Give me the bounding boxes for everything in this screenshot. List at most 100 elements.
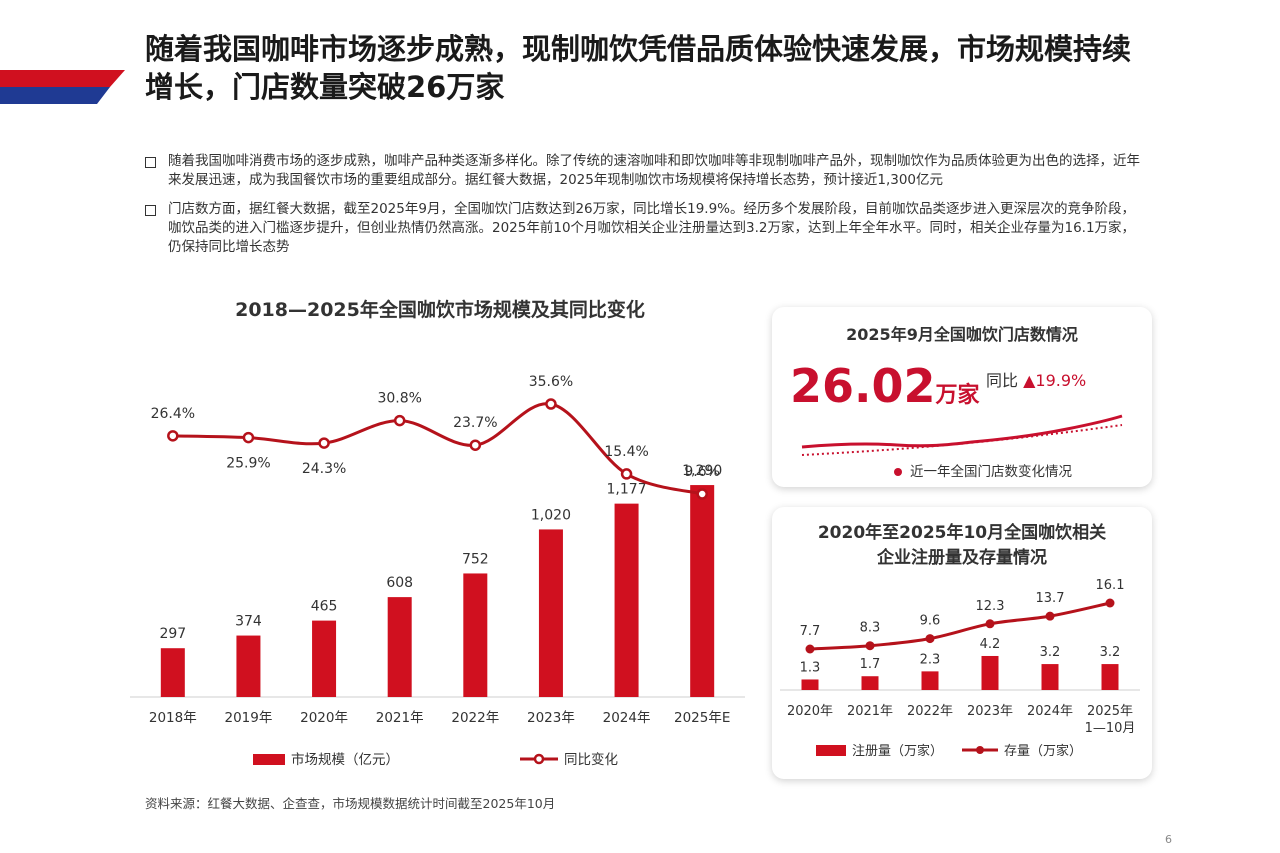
enterprise-card: 2020年至2025年10月全国咖饮相关 企业注册量及存量情况 1.3 2020年… [772, 507, 1152, 779]
enterprise-chart: 1.3 2020年 1.7 2021年 2.3 2022年 4.2 2023年 3.2 2024年… [780, 578, 1140, 759]
x-tick-label: 2023年 [527, 710, 575, 726]
market-size-chart: 297 2018年 374 2019年 465 2020年 608 2021年 752 2022年… [130, 374, 745, 768]
stock-label: 16.1 [1096, 578, 1125, 593]
x-tick-label: 2020年 [300, 710, 348, 726]
store-yoy: 同比 ▲19.9% [986, 367, 1086, 391]
stock-point [985, 619, 995, 629]
registration-bar [1041, 664, 1059, 690]
yoy-label: 24.3% [302, 461, 346, 477]
market-bar-label: 1,020 [531, 507, 571, 523]
legend-line-marker [533, 753, 545, 765]
sparkline-trend-dotted [801, 424, 1123, 456]
bullet-item: 门店数方面，据红餐大数据，截至2025年9月，全国咖饮门店数达到26万家，同比增… [145, 200, 1145, 257]
stock-label: 7.7 [800, 624, 821, 639]
yoy-point [545, 398, 557, 410]
market-bar-label: 1,290 [682, 463, 722, 479]
market-bar-label: 465 [311, 599, 338, 615]
market-bar-label: 374 [235, 614, 262, 630]
x-tick-label: 2024年 [1027, 704, 1073, 719]
market-bar [463, 573, 488, 697]
yoy-label: 25.9% [226, 456, 270, 472]
market-bar-label: 297 [159, 626, 186, 642]
header-accent-bar [0, 70, 125, 104]
enterprise-title-line: 企业注册量及存量情况 [877, 548, 1047, 568]
store-count-value: 26.02万家 [790, 359, 980, 413]
x-tick-label: 2020年 [787, 704, 833, 719]
yoy-line [172, 402, 703, 496]
bullet-text: 随着我国咖啡消费市场的逐步成熟，咖啡产品种类逐渐多样化。除了传统的速溶咖啡和即饮… [168, 153, 1140, 188]
enterprise-title-line: 2020年至2025年10月全国咖饮相关 [817, 523, 1107, 543]
enterprise-card-title: 2020年至2025年10月全国咖饮相关 企业注册量及存量情况 [772, 521, 1152, 571]
yoy-point [696, 488, 708, 500]
registration-bar-label: 1.3 [800, 660, 821, 675]
yoy-label: 35.6% [529, 374, 573, 390]
registration-bar [861, 676, 879, 690]
market-bar-label: 752 [462, 551, 489, 567]
registration-bar-label: 3.2 [1040, 645, 1061, 660]
yoy-point [318, 437, 330, 449]
stock-point [1045, 611, 1055, 621]
yoy-value: 19.9% [1035, 371, 1087, 390]
yoy-label: 23.7% [453, 415, 497, 431]
sparkline-legend-label: 近一年全国门店数变化情况 [910, 464, 1072, 480]
x-tick-label: 2018年 [149, 710, 197, 726]
x-tick-label: 2022年 [451, 710, 499, 726]
yoy-point [393, 414, 406, 427]
bullet-square-icon [145, 157, 156, 168]
registration-bar-label: 2.3 [920, 652, 941, 667]
x-tick-label: 2021年 [376, 710, 424, 726]
page-title: 随着我国咖啡市场逐步成熟，现制咖饮凭借品质体验快速发展，市场规模持续增长，门店数… [145, 32, 1132, 104]
stock-label: 13.7 [1036, 591, 1065, 606]
sparkline-line [801, 414, 1123, 449]
stock-label: 12.3 [976, 599, 1005, 614]
bullet-text: 门店数方面，据红餐大数据，截至2025年9月，全国咖饮门店数达到26万家，同比增… [168, 201, 1136, 255]
yoy-point [242, 431, 255, 444]
x-tick-label: 2024年 [603, 710, 651, 726]
yoy-label: 15.4% [604, 444, 648, 460]
bullet-square-icon [145, 205, 156, 216]
stock-point [805, 644, 815, 654]
stock-label: 9.6 [920, 614, 941, 629]
legend-line-label: 同比变化 [564, 752, 618, 768]
bullet-list: 随着我国咖啡消费市场的逐步成熟，咖啡产品种类逐渐多样化。除了传统的速溶咖啡和即饮… [145, 152, 1145, 267]
store-count-number: 26.02 [790, 359, 936, 413]
stock-point [925, 634, 935, 644]
stock-point [1105, 598, 1115, 608]
store-card-title: 2025年9月全国咖饮门店数情况 [846, 325, 1078, 344]
market-chart-title: 2018—2025年全国咖饮市场规模及其同比变化 [235, 299, 645, 321]
market-bar [387, 597, 412, 697]
legend-line-label: 存量（万家） [1004, 743, 1082, 759]
market-bar [236, 635, 261, 697]
yoy-label: 9.6% [684, 464, 720, 480]
market-bar-label: 1,177 [607, 482, 647, 498]
market-bar-label: 608 [386, 575, 413, 591]
up-arrow-icon: ▲ [1023, 371, 1036, 390]
legend-bar-swatch [253, 754, 285, 765]
registration-bar-label: 3.2 [1100, 645, 1121, 660]
yoy-point [469, 439, 482, 451]
legend-bar-label: 市场规模（亿元） [291, 751, 399, 768]
store-count-card: 2025年9月全国咖饮门店数情况 26.02万家 同比 ▲19.9% 近一年全国… [772, 307, 1152, 487]
x-tick-label: 2025年 [1087, 704, 1133, 719]
x-tick-label: 2025年E [674, 710, 730, 726]
registration-bar [921, 671, 939, 690]
x-tick-label: 2019年 [225, 710, 273, 726]
yoy-point [620, 468, 633, 480]
market-bar [160, 648, 185, 697]
page-number: 6 [1165, 833, 1172, 846]
stock-point [865, 641, 875, 651]
registration-bar-label: 4.2 [980, 637, 1001, 652]
bullet-item: 随着我国咖啡消费市场的逐步成熟，咖啡产品种类逐渐多样化。除了传统的速溶咖啡和即饮… [145, 152, 1145, 190]
yoy-label: 同比 [986, 371, 1019, 390]
legend-line-marker [976, 746, 984, 754]
market-bar [312, 620, 337, 697]
market-bar [538, 529, 563, 697]
x-tick-label: 2022年 [907, 704, 953, 719]
sparkline-legend: 近一年全国门店数变化情况 [894, 460, 1072, 480]
stock-line [809, 601, 1111, 651]
x-tick-label: 1—10月 [1085, 721, 1136, 736]
x-tick-label: 2021年 [847, 704, 893, 719]
registration-bar [1101, 664, 1119, 690]
store-sparkline [801, 414, 1123, 456]
market-bar [690, 485, 715, 697]
